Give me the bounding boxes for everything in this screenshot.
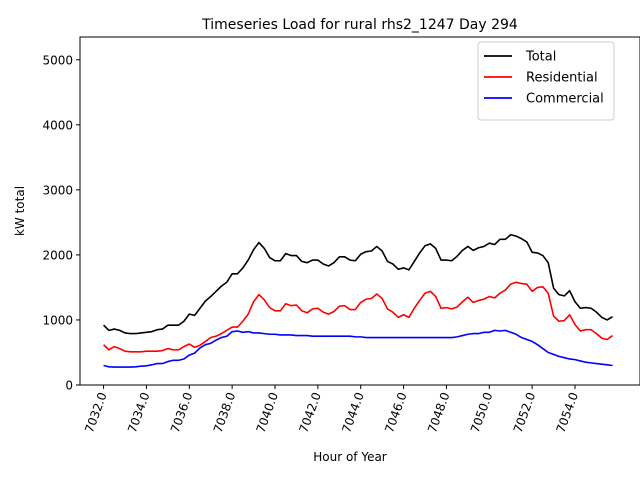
legend-label-commercial: Commercial [526,92,604,107]
series-line-residential [103,281,613,353]
series-line-total [103,233,613,335]
legend-label-total: Total [525,50,556,65]
y-tick-label: 5000 [42,53,73,67]
plot-frame [79,36,640,386]
x-axis-label: Hour of Year [313,450,387,464]
y-tick-label: 4000 [42,118,73,132]
legend-box [477,41,615,121]
legend-label-residential: Residential [526,71,598,86]
chart-title: Timeseries Load for rural rhs2_1247 Day … [201,17,518,33]
y-tick-label: 0 [65,379,73,393]
y-tick-label: 2000 [42,248,73,262]
y-axis-label: kW total [13,186,27,236]
series-line-commercial [103,329,613,368]
y-tick-label: 1000 [42,313,73,327]
series-layer [103,233,613,368]
legend: Total Residential Commercial [477,41,615,121]
y-tick-label: 3000 [42,183,73,197]
